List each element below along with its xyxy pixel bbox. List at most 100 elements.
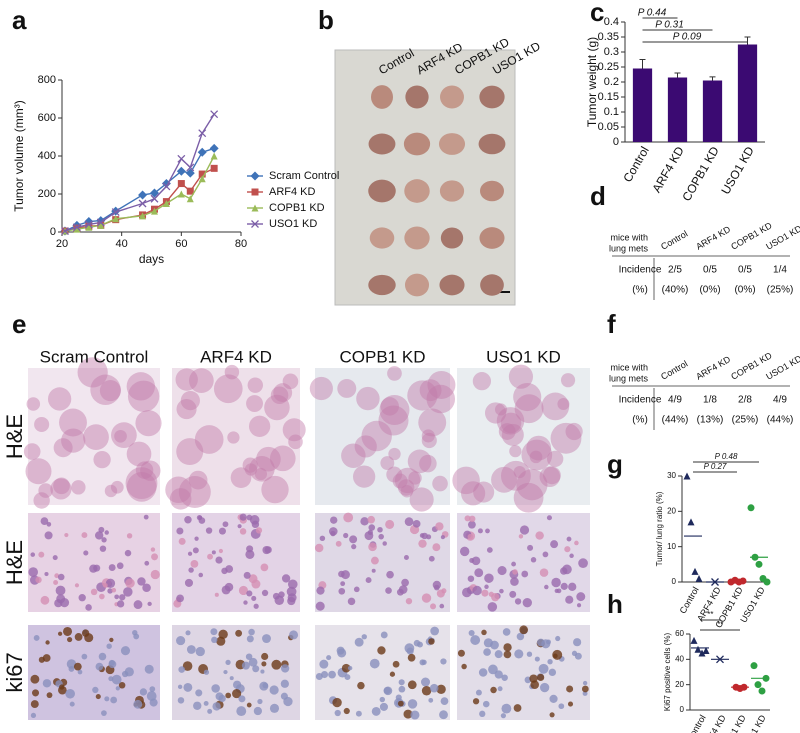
cell <box>106 643 112 649</box>
cell <box>497 566 507 576</box>
cell <box>582 680 588 686</box>
cell <box>488 591 494 597</box>
cell <box>212 702 221 711</box>
cell <box>246 590 253 597</box>
cell <box>574 540 579 546</box>
cell <box>560 582 568 590</box>
cell <box>412 520 421 528</box>
cell <box>186 645 196 654</box>
table-column: ARF4 KD <box>694 354 732 382</box>
cell <box>59 597 70 608</box>
cell <box>98 526 105 533</box>
cell <box>432 580 442 590</box>
cell <box>471 556 481 566</box>
cell <box>377 526 383 533</box>
cell <box>261 661 267 667</box>
cell <box>126 372 156 401</box>
cell <box>59 684 65 690</box>
cell <box>352 465 376 488</box>
table-cell: (40%) <box>662 285 689 296</box>
cell <box>483 648 491 656</box>
cell <box>486 547 493 553</box>
cell <box>513 382 542 412</box>
cell <box>562 564 572 575</box>
annotation: P 0.44 <box>638 8 667 19</box>
cell <box>98 652 107 661</box>
cell <box>218 548 223 554</box>
cell <box>418 408 447 437</box>
cell <box>252 665 260 673</box>
cell <box>239 513 247 521</box>
cell <box>385 519 395 529</box>
table-cell: (%) <box>632 415 648 426</box>
cell <box>44 571 49 577</box>
cell <box>560 373 576 388</box>
cell <box>428 555 435 562</box>
cell <box>439 603 445 609</box>
legend-label: USO1 KD <box>269 218 317 230</box>
cell <box>396 588 404 596</box>
cell <box>195 689 203 697</box>
data-point <box>85 223 93 231</box>
cell <box>104 484 118 498</box>
error-bar <box>744 36 751 45</box>
tumor <box>370 85 394 109</box>
data-point <box>73 225 81 233</box>
cell <box>428 697 434 703</box>
cell <box>33 635 40 641</box>
x-tick-label: 80 <box>235 238 247 250</box>
cell <box>576 592 586 602</box>
cell <box>225 565 234 573</box>
y-tick-label: 600 <box>38 112 56 124</box>
cell <box>568 582 577 591</box>
cell <box>490 640 499 650</box>
cell <box>261 652 269 661</box>
annotation: P 0.09 <box>673 32 702 43</box>
cell <box>436 589 445 598</box>
cell <box>198 572 204 578</box>
table-cell: Incidence <box>619 265 662 276</box>
cell <box>177 684 183 690</box>
cell <box>485 528 490 534</box>
cell <box>189 368 214 393</box>
cell <box>439 710 448 720</box>
table-corner: lung mets <box>609 243 649 253</box>
cell <box>371 706 381 716</box>
cell <box>421 429 435 443</box>
cell <box>101 537 107 543</box>
cell <box>379 395 410 426</box>
cell <box>188 470 208 490</box>
cell <box>472 585 482 596</box>
cell <box>245 653 253 660</box>
cell <box>218 694 226 703</box>
cell <box>472 372 492 391</box>
bar <box>702 80 723 142</box>
cell <box>501 703 512 714</box>
cell <box>343 707 350 715</box>
cell <box>85 604 92 611</box>
annotation: ** <box>707 610 714 619</box>
cell <box>110 480 124 494</box>
cell <box>28 567 39 577</box>
cell <box>555 635 561 642</box>
bar <box>667 77 688 142</box>
cell <box>503 650 512 659</box>
cell <box>246 702 252 708</box>
row-label: H&E <box>2 414 27 459</box>
cell <box>405 598 413 605</box>
cell <box>108 660 117 669</box>
cell <box>239 528 247 535</box>
y-tick-label: 0.05 <box>598 121 619 133</box>
cell <box>440 535 445 540</box>
cell <box>126 533 133 539</box>
cell <box>514 598 522 605</box>
cell <box>150 547 156 552</box>
cell <box>521 570 529 578</box>
cell <box>269 703 280 713</box>
cell <box>57 631 63 636</box>
legend-label: ARF4 KD <box>269 186 316 198</box>
y-axis-label: Tumor/ lung ratio (%) <box>655 491 664 566</box>
cell <box>246 395 263 412</box>
cell <box>271 659 282 670</box>
cell <box>547 659 553 665</box>
